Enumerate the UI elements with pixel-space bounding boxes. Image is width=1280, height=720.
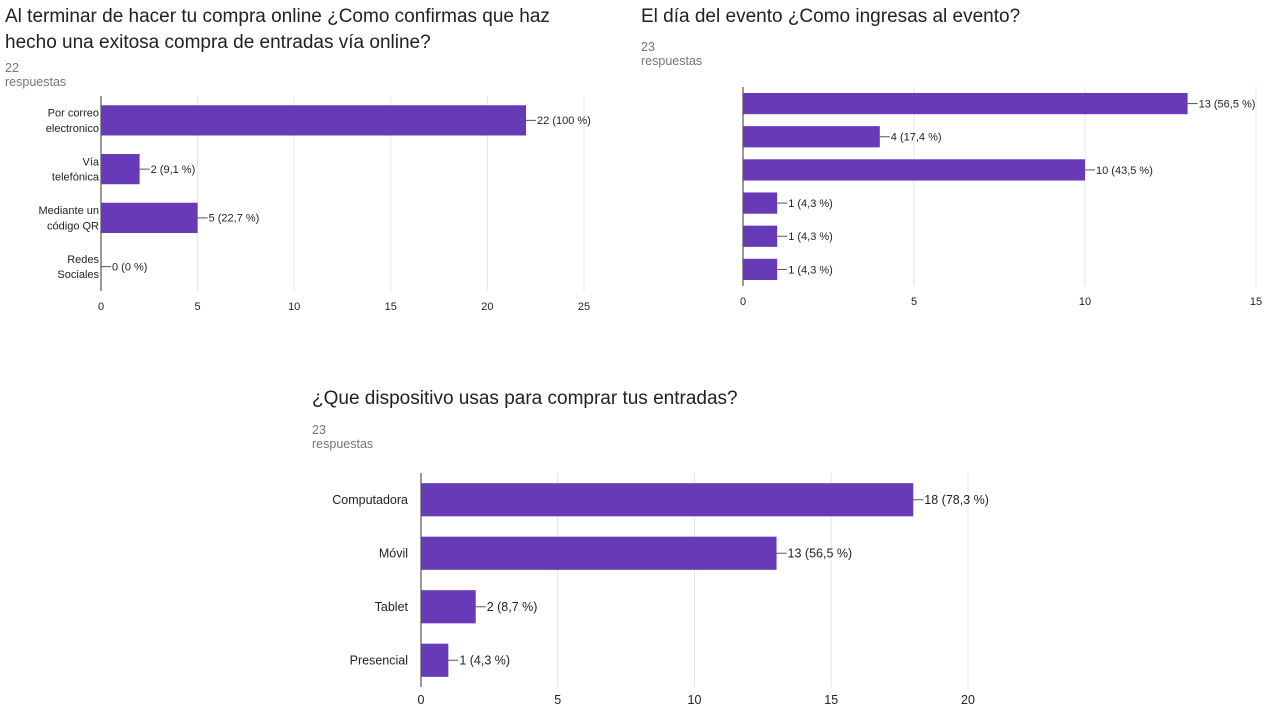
category-label: Computadora xyxy=(332,493,408,507)
x-tick-label: 15 xyxy=(824,693,838,707)
category-label-line: electronico xyxy=(46,123,99,135)
response-count: 23 respuestas xyxy=(641,40,703,68)
response-count: 22 respuestas xyxy=(5,61,67,89)
bar xyxy=(743,192,778,214)
chart-title: ¿Que dispositivo usas para comprar tus e… xyxy=(312,388,738,409)
category-label-line: Vía xyxy=(82,156,99,168)
bar xyxy=(101,105,527,136)
x-tick-label: 15 xyxy=(1250,296,1262,308)
bar xyxy=(421,536,777,570)
bar xyxy=(421,483,914,517)
category-label: Mediante un código QR xyxy=(38,205,99,232)
value-label: 22 (100 %) xyxy=(537,115,591,127)
x-tick-label: 5 xyxy=(195,301,201,313)
x-tick-label: 20 xyxy=(961,693,975,707)
value-label: 2 (9,1 %) xyxy=(151,164,196,176)
category-label-line: Computadora xyxy=(332,493,408,507)
x-tick-label: 5 xyxy=(554,693,561,707)
value-label: 1 (4,3 %) xyxy=(788,198,833,210)
x-tick-label: 0 xyxy=(418,693,425,707)
category-label-line: Tablet xyxy=(375,600,409,614)
x-tick-label: 5 xyxy=(911,296,917,308)
x-tick-label: 0 xyxy=(98,301,104,313)
value-label: 1 (4,3 %) xyxy=(788,231,833,243)
value-label: 4 (17,4 %) xyxy=(891,132,942,144)
chart-title: Al terminar de hacer tu compra online ¿C… xyxy=(5,6,550,53)
value-label: 13 (56,5 %) xyxy=(788,547,853,561)
x-tick-label: 15 xyxy=(385,301,397,313)
category-label: Vía telefónica xyxy=(52,156,100,183)
x-tick-label: 0 xyxy=(740,296,746,308)
category-label: Móvil xyxy=(379,547,408,561)
category-label-line: telefónica xyxy=(52,172,100,184)
value-label: 18 (78,3 %) xyxy=(924,493,989,507)
category-label-line: Móvil xyxy=(379,547,408,561)
bar xyxy=(421,590,476,624)
x-tick-label: 25 xyxy=(578,301,590,313)
value-label: 1 (4,3 %) xyxy=(459,654,510,668)
value-label: 2 (8,7 %) xyxy=(487,600,538,614)
response-count: 23 respuestas xyxy=(312,423,374,451)
bar xyxy=(743,92,1188,115)
category-label-line: Mediante un xyxy=(38,205,99,217)
x-tick-label: 10 xyxy=(688,693,702,707)
category-label-line: Por correo xyxy=(48,108,99,120)
category-label: Tablet xyxy=(375,600,409,614)
value-label: 1 (4,3 %) xyxy=(788,264,833,276)
bar xyxy=(743,258,778,281)
value-label: 10 (43,5 %) xyxy=(1096,165,1153,177)
category-label: Por correo electronico xyxy=(46,108,99,135)
category-label: Presencial xyxy=(350,654,408,668)
bar xyxy=(421,643,449,677)
bar xyxy=(743,225,778,247)
category-label-line: Sociales xyxy=(57,269,99,281)
x-tick-label: 10 xyxy=(288,301,300,313)
bar xyxy=(101,202,198,233)
value-label: 5 (22,7 %) xyxy=(209,213,260,225)
value-label: 0 (0 %) xyxy=(112,261,147,273)
category-label-line: Redes xyxy=(67,254,99,266)
bar xyxy=(743,126,880,148)
value-label: 13 (56,5 %) xyxy=(1199,98,1256,110)
category-label-line: código QR xyxy=(47,220,99,232)
bar xyxy=(743,159,1085,181)
category-label-line: Presencial xyxy=(350,654,408,668)
category-label: Redes Sociales xyxy=(57,254,99,281)
x-tick-label: 10 xyxy=(1079,296,1091,308)
chart-title: El día del evento ¿Como ingresas al even… xyxy=(641,6,1021,27)
bar xyxy=(101,154,140,185)
x-tick-label: 20 xyxy=(481,301,493,313)
